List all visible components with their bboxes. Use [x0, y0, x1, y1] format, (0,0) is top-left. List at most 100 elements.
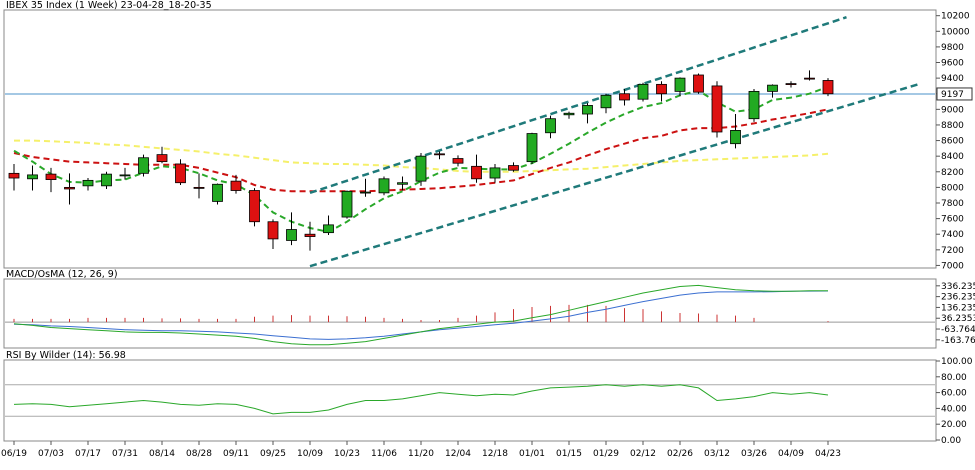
candle-body: [175, 163, 186, 184]
candle-body: [397, 182, 408, 185]
candle-body: [101, 173, 112, 187]
candle-body: [674, 77, 686, 92]
candle-body: [767, 84, 778, 92]
macd-tick-label: 136.2353: [941, 303, 975, 313]
last-price-marker: [936, 87, 973, 101]
price-tick-label: 9400: [941, 74, 964, 84]
macd-tick-label: 36.23534: [941, 314, 975, 324]
price-tick-label: 8400: [941, 152, 964, 162]
date-tick-label: 10/09: [297, 449, 323, 459]
price-tick-label: 7400: [941, 230, 964, 240]
candle-body: [323, 224, 334, 234]
candle-body: [82, 179, 94, 187]
price-tick-label: 7800: [941, 199, 964, 209]
price-tick-label: 8000: [941, 183, 964, 193]
date-tick-label: 06/19: [1, 449, 27, 459]
price-plot: [5, 16, 935, 268]
date-tick-label: 03/26: [741, 449, 767, 459]
date-tick-label: 01/01: [519, 449, 545, 459]
price-tick-label: 7600: [941, 215, 964, 225]
mid-ma-line: [13, 108, 829, 193]
candle-body: [545, 118, 556, 134]
date-tick-label: 04/23: [815, 449, 841, 459]
macd-tick-label: -63.7646: [941, 325, 975, 335]
candle-body: [360, 191, 371, 194]
date-axis: 06/19 07/03 07/17 07/31 08/14 08/28 09/11 09/25…: [1, 441, 841, 459]
fast-ma-line: [13, 85, 829, 233]
candle-body: [212, 183, 223, 202]
rsi-plot: [5, 384, 935, 417]
candle-body: [45, 173, 57, 180]
price-tick-label: 9000: [941, 105, 964, 115]
date-tick-label: 07/17: [75, 449, 101, 459]
candle-body: [8, 172, 20, 179]
macd-panel-title: MACD/OsMA (12, 26, 9): [6, 269, 118, 280]
price-tick-label: 7200: [941, 246, 964, 256]
candle-body: [730, 130, 741, 145]
price-tick-label: 8200: [941, 168, 964, 178]
price-panel: [3, 9, 937, 269]
candle-body: [378, 178, 390, 194]
date-tick-label: 08/14: [149, 449, 175, 459]
price-tick-label: 9600: [941, 59, 964, 69]
macd-panel: [3, 278, 937, 349]
candle-body: [64, 186, 75, 190]
date-tick-label: 01/15: [556, 449, 582, 459]
date-tick-label: 11/06: [371, 449, 397, 459]
candle-body: [489, 167, 501, 179]
rsi-tick-label: 40.00: [941, 404, 967, 414]
candle-body: [711, 85, 723, 133]
channel-lower-line: [309, 82, 921, 268]
date-tick-label: 10/23: [334, 449, 360, 459]
candle-body: [249, 190, 260, 223]
macd-tick-label: -163.764: [941, 336, 975, 346]
macd-tick-label: 336.2353: [941, 282, 975, 292]
price-tick-label: 9800: [941, 43, 964, 53]
price-panel-title: IBEX 35 Index (1 Week) 23-04-28_18-20-35: [6, 0, 212, 11]
rsi-tick-label: 60.00: [941, 389, 967, 399]
candle-body: [193, 186, 205, 189]
candle-body: [748, 90, 760, 120]
candle-body: [286, 229, 297, 241]
candle-body: [526, 133, 538, 163]
price-tick-label: 10200: [941, 12, 970, 22]
candle-body: [267, 221, 279, 240]
macd-line: [13, 284, 828, 346]
macd-plot: [5, 284, 935, 346]
rsi-tick-label: 20.00: [941, 420, 967, 430]
candle-body: [415, 155, 427, 182]
macd-axis: 336.2353236.2353136.235336.23534-63.7646…: [936, 282, 975, 346]
price-tick-label: 10000: [941, 27, 970, 37]
slow-ma-line: [14, 139, 829, 173]
candle-body: [693, 74, 704, 93]
date-tick-label: 07/03: [38, 449, 64, 459]
price-tick-label: 8800: [941, 121, 964, 131]
candle-body: [508, 165, 519, 171]
date-tick-label: 01/29: [593, 449, 619, 459]
channel-upper-line: [309, 16, 847, 195]
rsi-tick-label: 80.00: [941, 373, 967, 383]
date-tick-label: 04/09: [778, 449, 804, 459]
date-tick-label: 09/25: [260, 449, 286, 459]
macd-tick-label: 236.2353: [941, 293, 975, 303]
date-tick-label: 07/31: [112, 449, 138, 459]
candle-body: [471, 165, 482, 180]
date-tick-label: 11/20: [408, 449, 434, 459]
candle-body: [452, 158, 464, 164]
candle-body: [304, 233, 316, 237]
candle-body: [341, 190, 353, 218]
candle-body: [637, 83, 649, 100]
date-tick-label: 08/28: [186, 449, 212, 459]
rsi-panel: [3, 359, 937, 442]
candle-body: [656, 83, 667, 95]
candle-body: [434, 153, 445, 156]
rsi-line: [13, 384, 829, 415]
date-tick-label: 09/11: [223, 449, 249, 459]
price-axis: 1020010000980096009400920090008800860084…: [936, 12, 973, 271]
date-tick-label: 02/12: [630, 449, 656, 459]
rsi-tick-label: 100.00: [941, 357, 973, 367]
candle-body: [785, 83, 797, 85]
date-tick-label: 12/04: [445, 449, 471, 459]
candle-body: [27, 174, 38, 180]
